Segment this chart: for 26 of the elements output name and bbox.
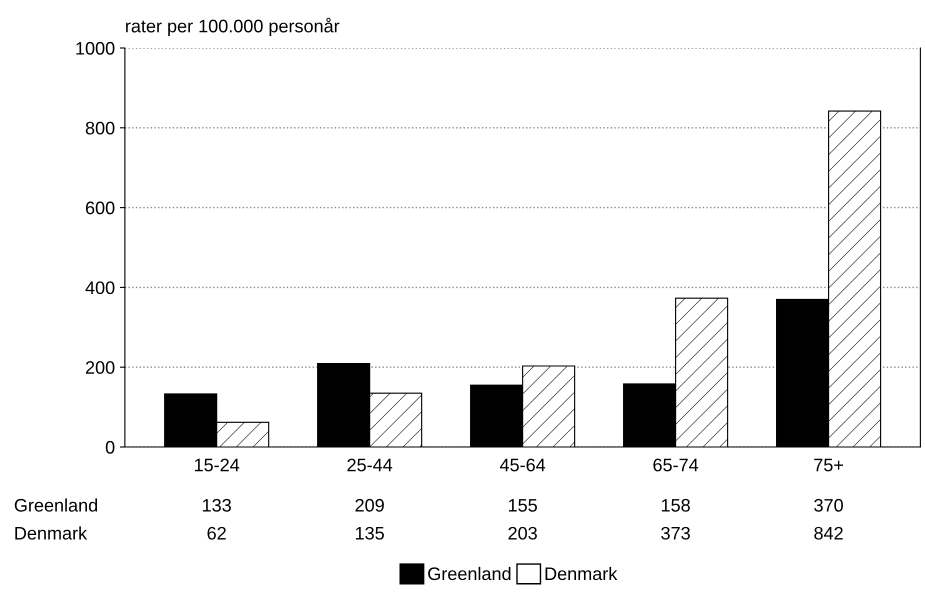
text: Denmark xyxy=(15,526,88,540)
data-label: 842 xyxy=(814,526,843,540)
x-tick-label: 75+ xyxy=(814,458,844,472)
data-label: 158 xyxy=(662,498,690,512)
data-label: 62 xyxy=(208,526,226,540)
data-label: 155 xyxy=(508,499,537,512)
x-tick-label: 45-64 xyxy=(500,458,546,472)
text: Greenland xyxy=(14,498,98,512)
y-tick-label: 400 xyxy=(85,281,114,294)
x-tick-label: 15-24 xyxy=(194,458,240,472)
y-tick-label: 600 xyxy=(86,202,114,214)
x-tick-label: 25-44 xyxy=(347,458,392,472)
y-tick-label: 0 xyxy=(106,440,114,454)
y-tick-label: 200 xyxy=(86,361,114,374)
y-axis-title: rater per 100.000 personår xyxy=(126,18,340,36)
x-tick-label: 65-74 xyxy=(653,458,698,472)
y-tick-label: 1000 xyxy=(76,42,114,55)
data-label: 203 xyxy=(508,526,537,540)
data-label: 133 xyxy=(202,498,231,512)
data-label: 370 xyxy=(814,498,843,512)
data-label: 135 xyxy=(356,526,384,540)
legend-label: Denmark xyxy=(546,566,618,580)
data-label: 373 xyxy=(661,526,690,540)
y-tick-label: 800 xyxy=(86,122,114,135)
data-label: 209 xyxy=(355,498,384,512)
legend-label: Greenland xyxy=(428,566,510,580)
